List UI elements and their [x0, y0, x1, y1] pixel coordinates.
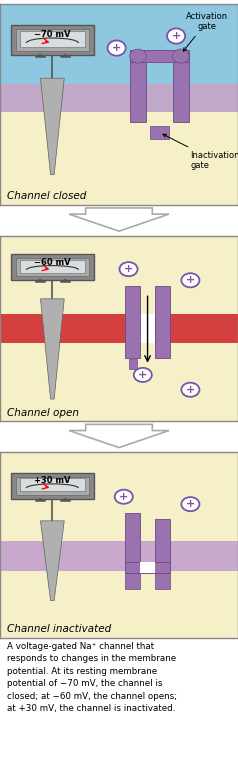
Bar	[125, 513, 140, 571]
FancyBboxPatch shape	[11, 472, 94, 499]
FancyBboxPatch shape	[16, 258, 89, 277]
Bar	[155, 519, 170, 571]
Text: +: +	[124, 264, 133, 274]
Text: Channel open: Channel open	[7, 407, 79, 417]
Bar	[155, 286, 170, 358]
Text: Inactivation
gate: Inactivation gate	[163, 135, 238, 170]
Text: Channel closed: Channel closed	[7, 191, 87, 201]
Bar	[173, 56, 189, 122]
Bar	[0, 541, 238, 571]
Text: +: +	[119, 492, 128, 502]
Polygon shape	[40, 521, 64, 601]
Text: Channel inactivated: Channel inactivated	[7, 624, 111, 634]
Text: +30 mV: +30 mV	[34, 476, 71, 485]
Text: +: +	[112, 43, 121, 53]
Polygon shape	[40, 299, 64, 399]
FancyBboxPatch shape	[11, 254, 94, 281]
Circle shape	[167, 29, 185, 43]
Text: Activation
gate: Activation gate	[183, 12, 228, 51]
Circle shape	[115, 489, 133, 504]
Bar	[0, 4, 238, 112]
Bar	[0, 112, 238, 205]
FancyBboxPatch shape	[16, 29, 89, 51]
Text: +: +	[172, 31, 181, 41]
Bar	[155, 573, 170, 590]
FancyBboxPatch shape	[20, 478, 85, 492]
Text: +: +	[186, 499, 195, 509]
Circle shape	[173, 49, 189, 63]
Bar	[130, 56, 146, 122]
Circle shape	[134, 368, 152, 382]
Circle shape	[181, 497, 199, 511]
Circle shape	[181, 273, 199, 288]
Bar	[0, 236, 238, 314]
Polygon shape	[40, 78, 64, 175]
Bar	[130, 50, 189, 62]
Bar	[140, 562, 155, 573]
Circle shape	[119, 262, 138, 276]
FancyBboxPatch shape	[11, 25, 94, 55]
Bar	[0, 571, 238, 638]
Text: −70 mV: −70 mV	[34, 29, 71, 39]
Circle shape	[130, 49, 146, 63]
Bar	[0, 98, 238, 112]
Text: −60 mV: −60 mV	[34, 258, 71, 267]
Bar	[0, 452, 238, 541]
Bar	[125, 573, 140, 590]
Text: +: +	[186, 275, 195, 285]
Bar	[0, 343, 238, 421]
Bar	[150, 127, 169, 138]
Circle shape	[181, 383, 199, 397]
Text: A voltage-gated Na⁺ channel that
responds to changes in the membrane
potential. : A voltage-gated Na⁺ channel that respond…	[7, 642, 177, 713]
Bar	[125, 562, 170, 573]
Bar	[125, 286, 140, 358]
Circle shape	[108, 40, 126, 56]
FancyArrow shape	[69, 208, 169, 231]
Bar	[140, 314, 155, 343]
Bar	[129, 359, 137, 369]
Bar	[0, 84, 238, 98]
FancyBboxPatch shape	[20, 260, 85, 273]
FancyBboxPatch shape	[20, 32, 85, 47]
FancyArrow shape	[69, 424, 169, 448]
Text: +: +	[138, 370, 147, 380]
FancyBboxPatch shape	[16, 476, 89, 495]
Bar	[0, 314, 238, 343]
Text: +: +	[186, 385, 195, 395]
